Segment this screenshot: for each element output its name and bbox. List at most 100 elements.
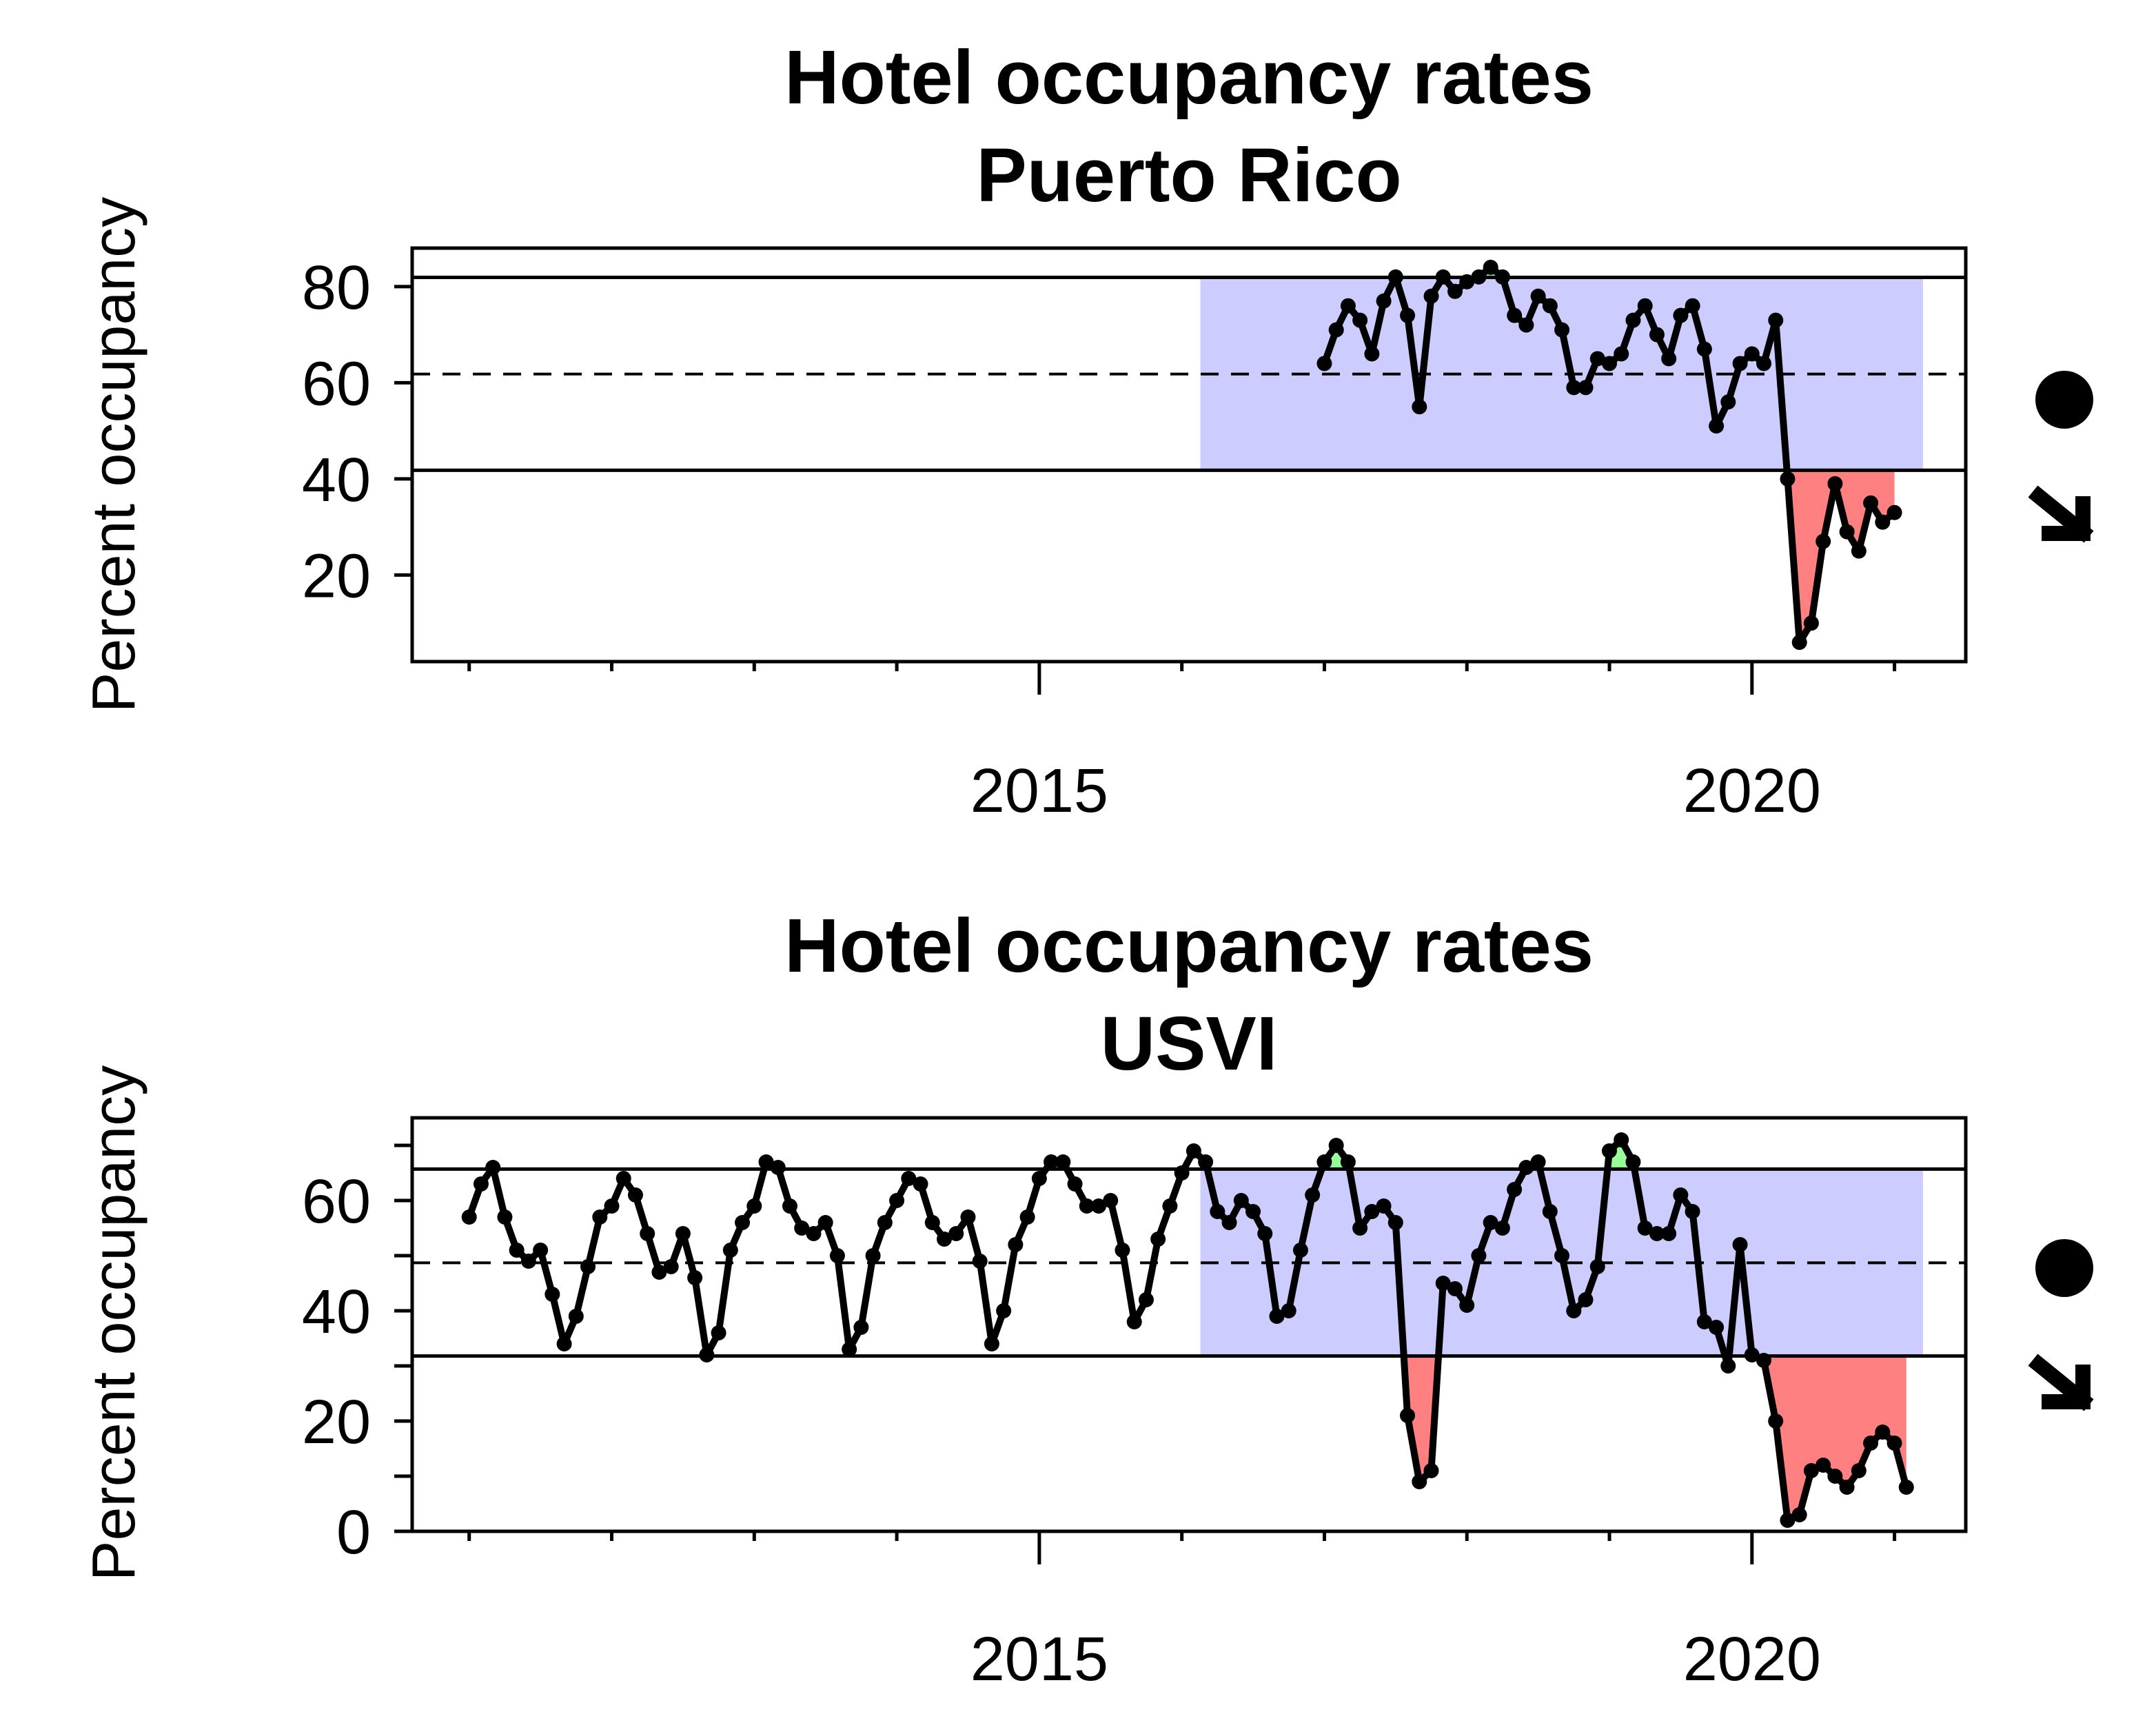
data-point: [1162, 1198, 1178, 1214]
data-point: [1696, 341, 1712, 357]
data-point: [1483, 1215, 1498, 1230]
y-tick-label: 0: [336, 1498, 371, 1567]
data-point: [877, 1215, 893, 1230]
data-point: [1507, 1182, 1523, 1197]
data-point: [1494, 269, 1510, 285]
trend-band: [1200, 277, 1923, 471]
data-point: [1412, 399, 1427, 415]
data-point: [1696, 1314, 1712, 1329]
data-point: [972, 1254, 988, 1269]
data-point: [1257, 1226, 1273, 1241]
chart-subtitle: Puerto Rico: [976, 133, 1401, 218]
data-point: [1507, 307, 1523, 323]
data-point: [1898, 1480, 1914, 1495]
data-point: [580, 1259, 596, 1274]
data-point: [1316, 356, 1332, 371]
data-point: [1839, 524, 1855, 540]
y-tick-label: 60: [302, 349, 371, 418]
y-axis-label: Percent occupancy: [79, 1065, 148, 1581]
data-point: [520, 1254, 536, 1269]
status-dot-icon: [2035, 371, 2093, 429]
data-point: [1685, 298, 1700, 314]
data-point: [1601, 1143, 1617, 1158]
data-point: [1554, 1248, 1570, 1263]
data-point: [1732, 1237, 1748, 1252]
data-point: [1364, 346, 1380, 362]
data-point: [1685, 1204, 1700, 1219]
data-point: [1352, 1221, 1368, 1236]
data-point: [1589, 351, 1605, 367]
data-point: [1673, 1187, 1689, 1203]
y-axis-label: Percent occupancy: [79, 197, 148, 713]
data-point: [1031, 1171, 1047, 1186]
data-point: [1400, 1408, 1416, 1423]
data-point: [1791, 635, 1807, 651]
data-point: [1602, 356, 1618, 371]
data-point: [782, 1198, 797, 1214]
data-point: [1198, 1154, 1214, 1170]
data-point: [806, 1226, 822, 1241]
data-point: [948, 1226, 964, 1241]
data-point: [699, 1347, 715, 1362]
data-point: [1589, 1259, 1605, 1274]
arrow-down-right-icon: [2028, 485, 2094, 543]
data-point: [1542, 1204, 1558, 1219]
chart-title: Hotel occupancy rates: [784, 903, 1594, 988]
data-point: [1174, 1165, 1190, 1181]
data-point: [1483, 259, 1498, 275]
data-point: [497, 1209, 513, 1225]
plot-area: 0 20 40 60 2015 2020: [302, 1116, 1968, 1694]
data-point: [758, 1154, 774, 1170]
data-point: [842, 1342, 857, 1357]
data-point: [1103, 1193, 1119, 1208]
data-point: [1637, 298, 1653, 314]
data-point: [1732, 356, 1748, 371]
data-point: [1067, 1176, 1083, 1192]
data-point: [1447, 1281, 1463, 1296]
data-point: [794, 1221, 810, 1236]
data-point: [627, 1187, 643, 1203]
data-point: [1292, 1243, 1308, 1258]
data-point: [1886, 1436, 1902, 1451]
data-point: [1816, 1458, 1831, 1473]
data-point: [1210, 1204, 1226, 1219]
data-point: [984, 1336, 999, 1351]
below-fill: [1754, 1356, 1906, 1520]
data-point: [1305, 1187, 1321, 1203]
x-tick-label: 2020: [1683, 1625, 1821, 1694]
data-point: [1875, 514, 1891, 530]
data-point: [1863, 1436, 1879, 1451]
data-point: [1435, 1276, 1451, 1291]
data-point: [663, 1259, 679, 1274]
data-point: [996, 1303, 1012, 1318]
y-tick-label: 80: [302, 254, 371, 323]
data-point: [1637, 1221, 1653, 1236]
data-point: [853, 1320, 869, 1335]
data-point: [901, 1171, 917, 1186]
data-point: [1768, 1413, 1784, 1429]
data-point: [722, 1243, 738, 1258]
data-point: [687, 1270, 703, 1285]
data-point: [473, 1176, 489, 1192]
data-point: [1328, 322, 1344, 338]
data-point: [829, 1248, 845, 1263]
data-point: [1245, 1204, 1261, 1219]
data-point: [1566, 1303, 1582, 1318]
data-point: [1055, 1154, 1071, 1170]
data-point: [1554, 322, 1570, 338]
data-point: [1578, 380, 1594, 396]
data-point: [1720, 394, 1736, 410]
x-tick-label: 2015: [970, 757, 1108, 826]
data-point: [924, 1215, 940, 1230]
data-point: [1423, 1463, 1439, 1478]
data-point: [1340, 1154, 1356, 1170]
data-point: [1851, 1463, 1867, 1478]
data-point: [1281, 1303, 1296, 1318]
data-point: [556, 1336, 572, 1351]
y-tick-label: 20: [302, 1388, 371, 1457]
data-point: [1221, 1215, 1237, 1230]
data-point: [1756, 356, 1772, 371]
data-point: [817, 1215, 833, 1230]
chart-subtitle: USVI: [1101, 1001, 1278, 1086]
data-point: [1744, 1347, 1760, 1362]
